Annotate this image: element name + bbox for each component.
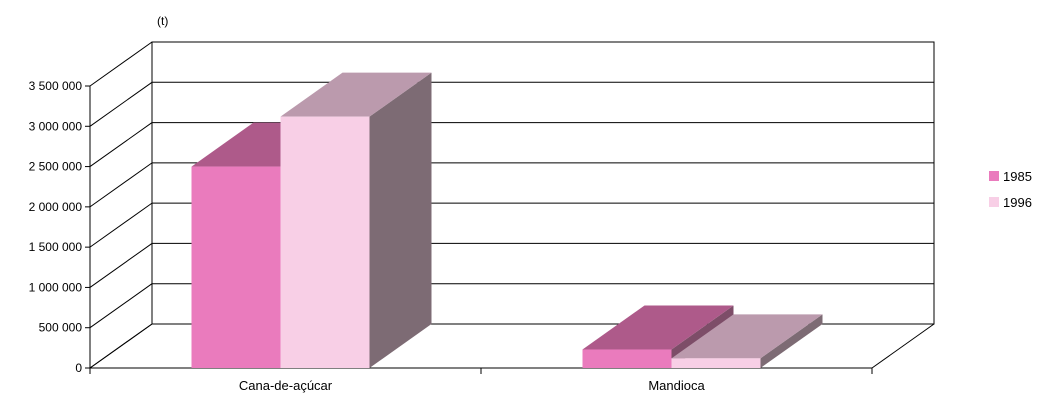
bar-side [760,314,823,368]
bar-front [671,358,761,368]
legend-item: 1996 [989,195,1032,210]
y-tick-label: 1 500 000 [29,240,83,254]
y-axis: 0 500 000 1 000 000 1 500 000 2 000 000 2 500… [29,42,153,375]
side-gridline [89,283,153,329]
y-tick-label: 0 [75,361,82,375]
y-tick-label: 1 000 000 [29,280,83,294]
legend-swatch [989,197,999,207]
y-tick-label: 500 000 [39,321,83,335]
side-gridline [89,162,153,208]
bar-front [280,116,370,368]
bar-side [369,72,432,369]
legend-item: 1985 [989,169,1032,184]
side-gridline [89,81,153,127]
bar [671,314,823,368]
side-gridline [89,323,153,369]
bar-top [280,72,432,117]
bar-top [671,314,823,359]
floor-right-edge [871,323,935,369]
legend-swatch [989,171,999,181]
bar-front [582,349,672,368]
x-category-label: Cana-de-açúcar [239,378,333,393]
x-category-label: Mandioca [648,378,705,393]
legend-label: 1996 [1003,195,1032,210]
y-tick-label: 2 000 000 [29,200,83,214]
y-tick-label: 2 500 000 [29,160,83,174]
side-gridline [89,202,153,248]
y-tick-label: 3 000 000 [29,119,83,133]
side-gridline [89,122,153,167]
legend-label: 1985 [1003,169,1032,184]
bar [280,72,432,369]
bar-front [191,166,281,368]
side-gridline [89,243,153,288]
y-unit-label: (t) [157,14,168,28]
side-gridline [89,41,153,87]
x-axis: Cana-de-açúcar Mandioca [89,368,873,393]
bar-top [582,305,734,350]
legend: 1985 1996 [989,169,1032,210]
bars [191,72,823,369]
y-tick-label: 3 500 000 [29,79,83,93]
